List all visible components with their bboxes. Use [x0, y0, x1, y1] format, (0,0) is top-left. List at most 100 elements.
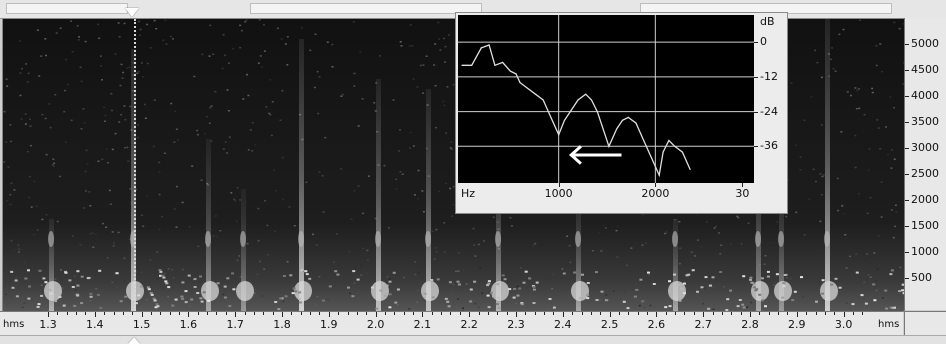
time-minor-tick: [151, 312, 152, 315]
time-minor-tick: [694, 312, 695, 315]
time-minor-tick: [394, 312, 395, 315]
db-tick-label: 0: [760, 36, 767, 48]
time-minor-tick: [535, 312, 536, 315]
time-minor-tick: [245, 312, 246, 315]
spectrum-point: [471, 65, 472, 66]
frequency-tick-mark: [905, 174, 909, 175]
db-tick-mark: [754, 77, 758, 78]
time-minor-tick: [67, 312, 68, 315]
frequency-tick-label: 5000: [911, 38, 939, 50]
time-minor-tick: [207, 312, 208, 315]
spectrum-point: [643, 140, 644, 141]
time-minor-tick: [413, 312, 414, 315]
frequency-tick-mark: [905, 96, 909, 97]
time-tick-label: 2.8: [741, 319, 759, 331]
time-tick-label: 2.5: [601, 319, 619, 331]
time-minor-tick: [638, 312, 639, 315]
spectrum-point: [635, 123, 636, 124]
frequency-tick: 4500: [905, 64, 946, 76]
frequency-tick: 1000: [905, 246, 946, 258]
db-tick: 0: [754, 36, 785, 48]
time-minor-tick: [507, 312, 508, 315]
time-tick: [797, 312, 798, 317]
frequency-tick-mark: [905, 44, 909, 45]
spectrum-point: [481, 47, 482, 48]
spectrum-point: [519, 82, 520, 83]
time-minor-tick: [460, 312, 461, 315]
db-tick-mark: [754, 42, 758, 43]
hz-tick-label: 1000: [545, 188, 573, 200]
frequency-tick-mark: [905, 200, 909, 201]
time-minor-tick: [834, 312, 835, 315]
time-minor-tick: [769, 312, 770, 315]
playback-marker-icon[interactable]: [125, 8, 139, 17]
time-minor-tick: [310, 312, 311, 315]
time-minor-tick: [319, 312, 320, 315]
time-minor-tick: [432, 312, 433, 315]
spectrum-point: [502, 62, 503, 63]
frequency-tick: 5000: [905, 38, 946, 50]
time-minor-tick: [301, 312, 302, 315]
time-minor-tick: [741, 312, 742, 315]
time-tick: [422, 312, 423, 317]
time-tick-label: 1.6: [180, 319, 198, 331]
time-minor-tick: [254, 312, 255, 315]
time-axis-unit-right: hms: [878, 319, 899, 331]
frequency-tick-label: 1000: [911, 246, 939, 258]
hz-tick-label: 2000: [641, 188, 669, 200]
frequency-tick-label: 500: [911, 272, 932, 284]
spectrum-point: [690, 169, 691, 170]
time-tick: [48, 312, 49, 317]
time-minor-tick: [853, 312, 854, 315]
spectrum-point: [461, 65, 462, 66]
time-minor-tick: [357, 312, 358, 315]
time-minor-tick: [57, 312, 58, 315]
time-tick-label: 1.5: [133, 319, 151, 331]
time-minor-tick: [582, 312, 583, 315]
time-minor-tick: [488, 312, 489, 315]
axis-corner: [904, 311, 946, 335]
time-tick-label: 2.2: [460, 319, 478, 331]
time-minor-tick: [348, 312, 349, 315]
spectrum-point: [577, 99, 578, 100]
time-minor-tick: [666, 312, 667, 315]
time-tick-label: 3.0: [835, 319, 853, 331]
time-minor-tick: [553, 312, 554, 315]
time-minor-tick: [647, 312, 648, 315]
time-axis-unit-left: hms: [3, 319, 24, 331]
time-tick-label: 2.4: [554, 319, 572, 331]
time-tick: [656, 312, 657, 317]
frequency-tick-label: 4000: [911, 90, 939, 102]
frequency-tick-label: 3000: [911, 142, 939, 154]
time-cursor-line[interactable]: [134, 19, 136, 311]
time-tick: [469, 312, 470, 317]
spectrum-point: [516, 73, 517, 74]
spectrum-point: [597, 111, 598, 112]
time-minor-tick: [160, 312, 161, 315]
time-tick: [188, 312, 189, 317]
time-tick-label: 2.6: [648, 319, 666, 331]
frequency-tick-label: 4500: [911, 64, 939, 76]
time-tick-label: 2.3: [507, 319, 525, 331]
frequency-tick-label: 2000: [911, 194, 939, 206]
time-tick-label: 1.3: [39, 319, 57, 331]
db-unit-label: dB: [760, 15, 775, 28]
spectrum-point: [535, 94, 536, 95]
frequency-tick: 3500: [905, 116, 946, 128]
spectrum-point: [558, 134, 559, 135]
time-minor-tick: [713, 312, 714, 315]
time-tick: [235, 312, 236, 317]
top-bar-segment: [250, 3, 482, 14]
spectrum-point: [608, 146, 609, 147]
spectrum-point: [585, 94, 586, 95]
frequency-tick: 4000: [905, 90, 946, 102]
spectrum-point: [682, 152, 683, 153]
time-minor-tick: [684, 312, 685, 315]
time-tick: [329, 312, 330, 317]
time-minor-tick: [179, 312, 180, 315]
time-tick: [95, 312, 96, 317]
time-minor-tick: [404, 312, 405, 315]
